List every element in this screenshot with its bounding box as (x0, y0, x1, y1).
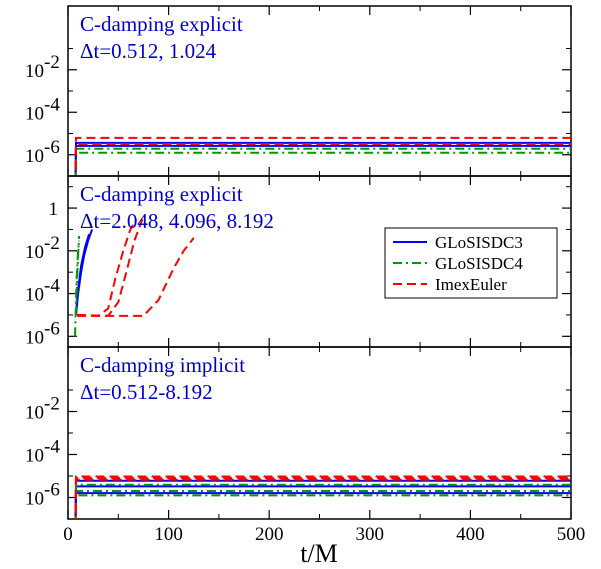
y-tick-label: 10 (25, 446, 44, 467)
series-line-imexeuler (74, 478, 571, 519)
x-tick-label: 500 (557, 524, 586, 545)
series-line-glosisdc3 (75, 233, 91, 315)
y-tick-label-exponent: -4 (44, 276, 60, 297)
y-tick-label: 10 (25, 327, 44, 348)
panel-title: C-damping explicit (80, 182, 243, 206)
series-line-imexeuler (77, 218, 138, 317)
y-tick-label: 10 (25, 285, 44, 306)
y-tick-label-exponent: -6 (44, 318, 60, 339)
series-line-imexeuler (74, 143, 571, 176)
y-tick-label-exponent: -2 (44, 394, 60, 415)
legend-label: ImexEuler (435, 275, 507, 294)
y-tick-label: 10 (25, 61, 44, 82)
y-tick-label-exponent: -6 (44, 480, 60, 501)
y-tick-label: 10 (25, 242, 44, 263)
series-line-glosisdc3 (74, 141, 571, 176)
y-tick-label-exponent: -2 (44, 52, 60, 73)
panel-subtitle: Δt=0.512, 1.024 (80, 39, 217, 63)
panel-title: C-damping explicit (80, 12, 243, 36)
panel-subtitle: Δt=2.048, 4.096, 8.192 (80, 209, 274, 233)
series-line-glosisdc4 (74, 483, 571, 519)
y-tick-label: 10 (25, 103, 44, 124)
series-line-glosisdc4 (74, 490, 571, 519)
series-line-glosisdc3 (74, 479, 571, 519)
x-axis: 0 100 200 300 400 500 (63, 524, 585, 545)
series-line-imexeuler (77, 237, 195, 317)
legend-label: GLoSISDC4 (435, 254, 523, 273)
series-line-glosisdc3 (74, 144, 571, 176)
series-line-imexeuler (74, 477, 571, 519)
panel-1: 10-610-410 -2C-damping explicitΔt=0.512, … (25, 5, 572, 177)
y-tick-label: 1 (49, 199, 59, 220)
legend: GLoSISDC3 GLoSISDC4 ImexEuler (384, 227, 558, 299)
x-tick-label: 0 (63, 524, 73, 545)
series-line-glosisdc3 (74, 492, 571, 519)
series-line-imexeuler (74, 475, 571, 519)
y-tick-label-exponent: -2 (44, 233, 60, 254)
panel-title: C-damping implicit (80, 353, 245, 377)
series-group (74, 218, 195, 337)
panel-2: 10-610-410 -21C-damping explicitΔt=2.048,… (25, 175, 572, 348)
series-line-glosisdc3 (75, 229, 94, 315)
y-tick-label-exponent: -4 (44, 437, 60, 458)
x-tick-label: 100 (154, 524, 183, 545)
x-tick-label: 300 (356, 524, 385, 545)
x-tick-label: 400 (456, 524, 485, 545)
y-tick-label: 10 (25, 489, 44, 510)
y-tick-label-exponent: -4 (44, 94, 60, 115)
series-line-glosisdc4 (74, 240, 81, 337)
x-axis-label: t/M (300, 539, 338, 568)
series-group (74, 475, 571, 519)
y-tick-label: 10 (25, 403, 44, 424)
panels-layer: 10-610-410 -2C-damping explicitΔt=0.512, … (25, 5, 572, 520)
y-tick-label-exponent: -6 (44, 137, 60, 158)
series-group (74, 136, 571, 176)
x-tick-label: 200 (255, 524, 284, 545)
series-line-imexeuler (77, 218, 144, 317)
series-line-glosisdc3 (74, 485, 571, 519)
legend-label: GLoSISDC3 (435, 233, 523, 252)
y-tick-label: 10 (25, 146, 44, 167)
series-line-glosisdc4 (74, 147, 571, 176)
panel-3: 10-610-410 -2C-damping implicitΔt=0.512-8… (25, 346, 572, 520)
panel-subtitle: Δt=0.512-8.192 (80, 380, 213, 404)
